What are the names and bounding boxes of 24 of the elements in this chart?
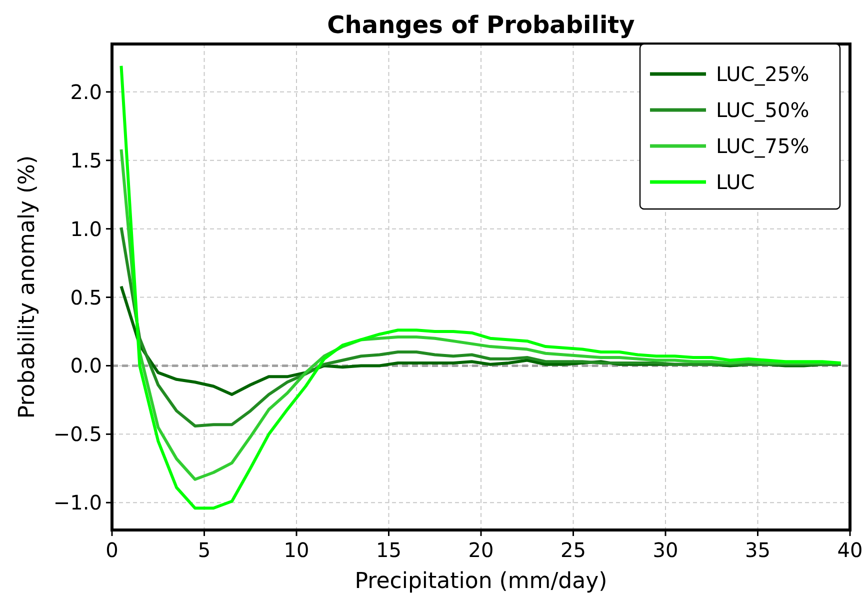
x-tick-label: 5 <box>198 538 211 562</box>
x-tick-label: 15 <box>376 538 402 562</box>
legend-label: LUC_75% <box>716 134 810 158</box>
x-axis-title: Precipitation (mm/day) <box>354 569 608 594</box>
legend-label: LUC_25% <box>716 62 810 86</box>
x-tick-label: 35 <box>745 538 770 562</box>
chart-title: Changes of Probability <box>327 11 636 39</box>
y-tick-label: 0.0 <box>70 354 102 378</box>
legend-label: LUC <box>716 170 755 194</box>
y-tick-label: −1.0 <box>53 490 102 515</box>
y-axis-title: Probability anomaly (%) <box>15 155 40 419</box>
x-tick-label: 0 <box>106 538 118 562</box>
x-tick-label: 20 <box>468 538 494 562</box>
x-tick-label: 10 <box>284 538 310 562</box>
x-tick-label: 25 <box>560 538 586 562</box>
y-tick-label: 1.5 <box>70 148 102 172</box>
x-tick-label: 40 <box>837 538 863 562</box>
y-tick-label: 0.5 <box>70 285 102 310</box>
y-tick-label: −0.5 <box>53 422 102 446</box>
legend-label: LUC_50% <box>716 98 810 122</box>
x-tick-label: 30 <box>652 538 678 562</box>
y-tick-label: 2.0 <box>70 80 102 104</box>
y-tick-label: 1.0 <box>70 216 102 241</box>
line-series <box>120 64 842 510</box>
